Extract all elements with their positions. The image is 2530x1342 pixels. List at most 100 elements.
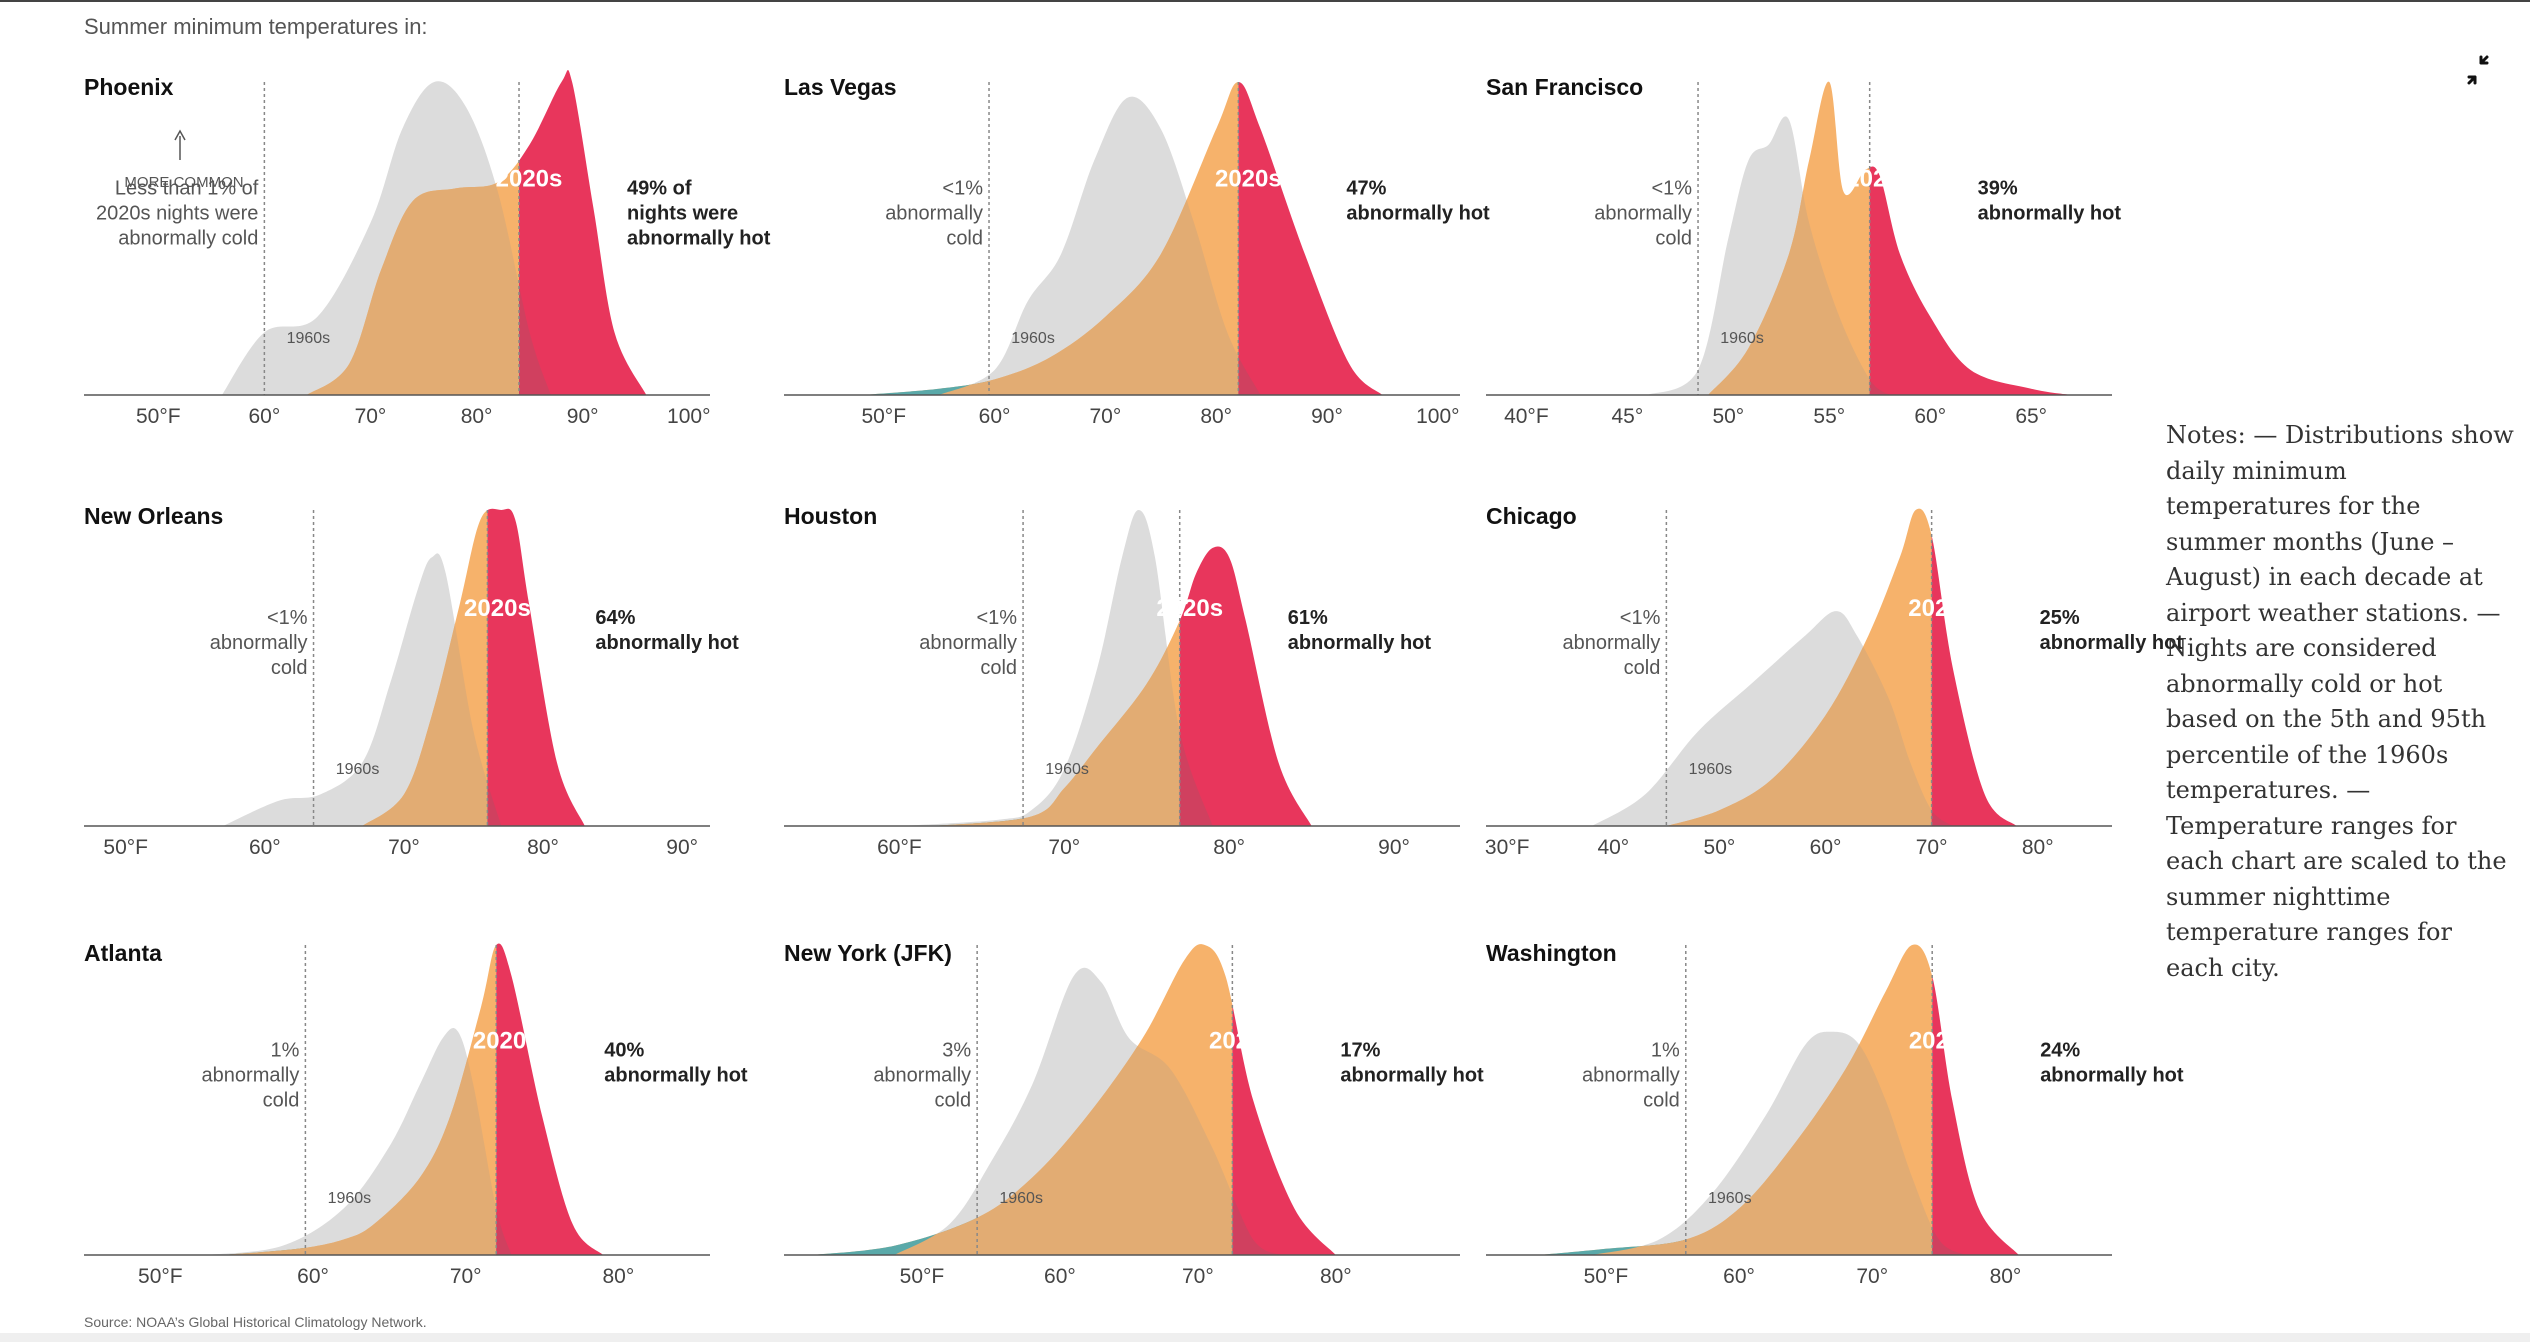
- label-1960s: 1960s: [1689, 761, 1733, 778]
- city-title: San Francisco: [1486, 74, 1643, 100]
- cold-percent-label: abnormally: [210, 632, 308, 654]
- tick-label: 80°: [1213, 836, 1245, 859]
- collapse-button[interactable]: [2456, 48, 2500, 92]
- label-2020s: 2020s: [1209, 1028, 1276, 1055]
- cold-percent-label: Less than 1% of: [115, 178, 259, 200]
- tick-label: 70°: [355, 405, 387, 428]
- city-title: Atlanta: [84, 940, 162, 966]
- tick-label: 70°: [450, 1265, 482, 1288]
- hot-percent-label: 64%: [595, 607, 635, 629]
- city-title: New Orleans: [84, 503, 223, 529]
- label-2020s: 2020s: [1908, 595, 1975, 622]
- label-1960s: 1960s: [1045, 761, 1089, 778]
- label-2020s: 2020s: [1215, 166, 1282, 193]
- city-chart-8: 50°F 60° 70° 80° Washington 2020s 24% abnormall…: [1486, 940, 2184, 1288]
- tick-label: 50°F: [861, 405, 906, 428]
- label-1960s: 1960s: [336, 761, 380, 778]
- hot-percent-label: abnormally hot: [1978, 203, 2122, 225]
- hot-percent-label: abnormally hot: [1340, 1065, 1484, 1087]
- hot-percent-label: 25%: [2040, 607, 2080, 629]
- tick-label: 65°: [2015, 405, 2047, 428]
- tick-label: 40°F: [1504, 405, 1549, 428]
- hot-percent-label: nights were: [627, 203, 738, 225]
- tick-label: 30°F: [1485, 836, 1530, 859]
- tick-label: 40°: [1597, 836, 1629, 859]
- city-chart-7: 50°F 60° 70° 80° New York (JFK) 2020s 17% abnor…: [784, 940, 1484, 1288]
- tick-label: 80°: [1320, 1265, 1352, 1288]
- tick-label: 50°F: [138, 1265, 183, 1288]
- hot-percent-label: abnormally hot: [2040, 632, 2184, 654]
- tick-label: 60°: [248, 405, 280, 428]
- page-header: Summer minimum temperatures in:: [84, 14, 428, 39]
- cold-percent-label: abnormally: [885, 203, 983, 225]
- top-rule: [0, 0, 2530, 2]
- city-title: New York (JFK): [784, 940, 952, 966]
- source-note: Source: NOAA’s Global Historical Climato…: [84, 1314, 427, 1330]
- cold-percent-label: abnormally: [1594, 203, 1692, 225]
- cold-percent-label: 1%: [270, 1040, 299, 1062]
- label-2020s: 2020s: [1846, 166, 1913, 193]
- tick-label: 70°: [1089, 405, 1121, 428]
- tick-label: 90°: [666, 836, 698, 859]
- hot-percent-label: 49% of: [627, 178, 692, 200]
- label-2020s: 2020s: [473, 1028, 540, 1055]
- hot-percent-label: abnormally hot: [2040, 1065, 2184, 1087]
- tick-label: 80°: [2022, 836, 2054, 859]
- notes-text: Notes: — Distributions show daily minimu…: [2166, 421, 2514, 982]
- cold-percent-label: abnormally: [202, 1065, 300, 1087]
- label-1960s: 1960s: [287, 330, 331, 347]
- label-1960s: 1960s: [1720, 330, 1764, 347]
- tick-label: 90°: [567, 405, 599, 428]
- tick-label: 70°: [1916, 836, 1948, 859]
- city-chart-2: 40°F 45° 50° 55° 60° 65° San Francisco 2020s 39%…: [1486, 74, 2121, 428]
- collapse-icon: [2467, 55, 2489, 85]
- city-title: Houston: [784, 503, 877, 529]
- hot-percent-label: 24%: [2040, 1040, 2080, 1062]
- cold-percent-label: cold: [1643, 1090, 1680, 1112]
- tick-label: 80°: [527, 836, 559, 859]
- cold-percent-label: cold: [946, 228, 983, 250]
- tick-label: 50°: [1704, 836, 1736, 859]
- city-chart-3: 50°F 60° 70° 80° 90° New Orleans 2020s 64% abnor…: [84, 503, 739, 859]
- city-title: Las Vegas: [784, 74, 897, 100]
- tick-label: 60°: [249, 836, 281, 859]
- city-chart-5: 30°F 40° 50° 60° 70° 80° Chicago 2020s 25% abnorm…: [1485, 503, 2183, 859]
- cold-percent-label: abnormally: [873, 1065, 971, 1087]
- area-2020s-hot: [1869, 166, 2072, 395]
- tick-label: 70°: [1856, 1265, 1888, 1288]
- hot-percent-label: abnormally hot: [1288, 632, 1432, 654]
- area-2020s-hot: [487, 508, 585, 826]
- area-2020s-hot: [496, 943, 604, 1255]
- hot-percent-label: abnormally hot: [627, 228, 771, 250]
- city-title: Chicago: [1486, 503, 1577, 529]
- label-1960s: 1960s: [999, 1190, 1043, 1207]
- area-2020s-hot: [519, 70, 647, 395]
- hot-percent-label: abnormally hot: [1346, 203, 1490, 225]
- cold-percent-label: cold: [934, 1090, 971, 1112]
- tick-label: 60°F: [877, 836, 922, 859]
- city-title: Washington: [1486, 940, 1617, 966]
- cold-percent-label: cold: [271, 657, 308, 679]
- label-1960s: 1960s: [1011, 330, 1055, 347]
- overlap-normal: [306, 81, 520, 395]
- cold-percent-label: 1%: [1651, 1040, 1680, 1062]
- cold-percent-label: <1%: [942, 178, 983, 200]
- tick-label: 60°: [1723, 1265, 1755, 1288]
- cold-percent-label: cold: [1655, 228, 1692, 250]
- tick-label: 90°: [1378, 836, 1410, 859]
- area-2020s-hot: [1232, 1004, 1336, 1255]
- tick-label: 80°: [1990, 1265, 2022, 1288]
- tick-label: 80°: [603, 1265, 635, 1288]
- label-2020s: 2020s: [496, 166, 563, 193]
- hot-percent-label: abnormally hot: [604, 1065, 748, 1087]
- tick-label: 50°F: [1584, 1265, 1629, 1288]
- tick-label: 45°: [1611, 405, 1643, 428]
- tick-label: 50°F: [136, 405, 181, 428]
- tick-label: 100°: [1416, 405, 1459, 428]
- tick-label: 80°: [461, 405, 493, 428]
- cold-percent-label: cold: [980, 657, 1017, 679]
- tick-label: 60°: [297, 1265, 329, 1288]
- cold-percent-label: <1%: [1651, 178, 1692, 200]
- cold-percent-label: 3%: [942, 1040, 971, 1062]
